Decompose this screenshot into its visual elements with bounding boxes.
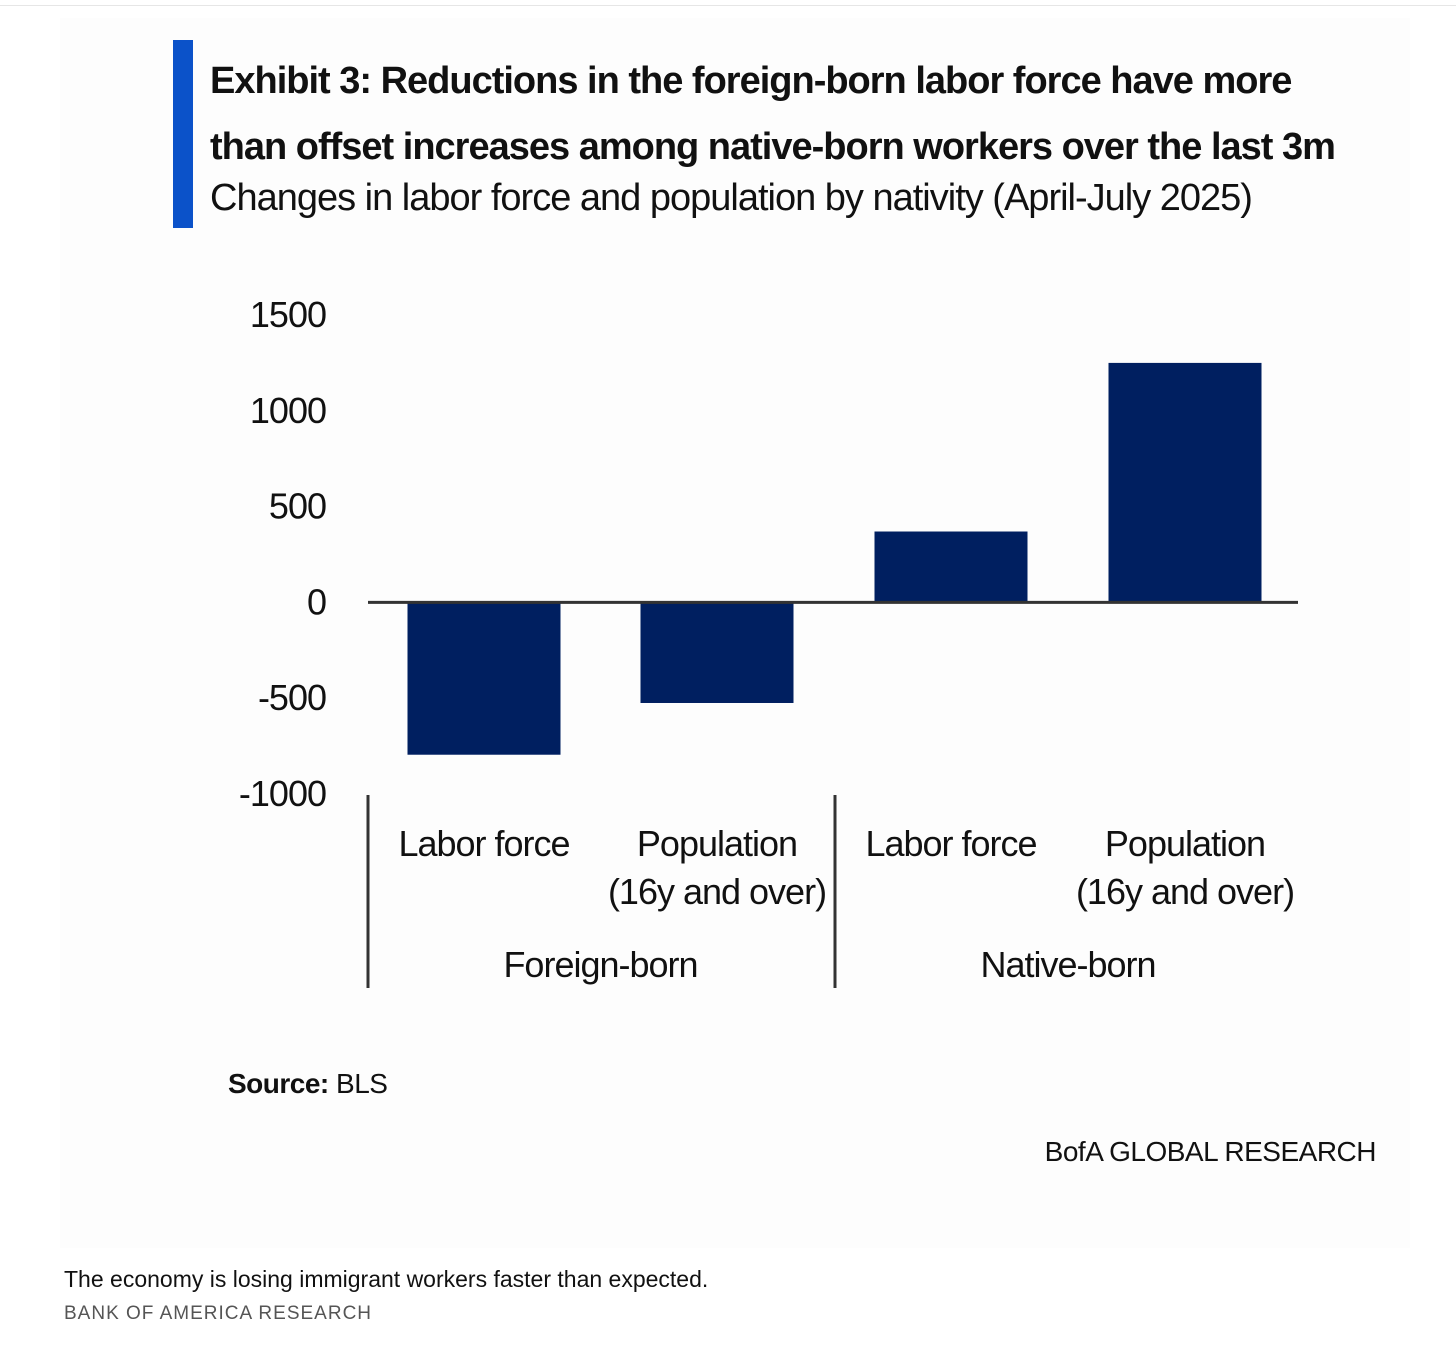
y-tick-label: -500 — [258, 677, 326, 718]
bar — [407, 602, 561, 755]
exhibit-title-line-1: Exhibit 3: Reductions in the foreign-bor… — [210, 60, 1292, 102]
group-label: Native-born — [980, 944, 1155, 985]
exhibit-title: Exhibit 3: Reductions in the foreign-bor… — [210, 48, 1410, 180]
category-label: (16y and over) — [608, 871, 826, 912]
exhibit-title-line-2: than offset increases among native-born … — [210, 126, 1336, 168]
category-label: Labor force — [398, 823, 569, 864]
source-note: Source: BLS — [228, 1068, 388, 1100]
category-label: Population — [1105, 823, 1265, 864]
bar-chart: 1500 1000 500 0 -500 -1000 Labor force Populati… — [239, 294, 1298, 988]
title-accent-bar — [173, 40, 193, 228]
category-label: (16y and over) — [1076, 871, 1294, 912]
y-tick-label: 1000 — [250, 390, 326, 431]
source-value: BLS — [336, 1068, 388, 1099]
category-label: Labor force — [865, 823, 1036, 864]
bar — [1108, 362, 1262, 603]
y-tick-label: 0 — [307, 581, 326, 622]
group-label: Foreign-born — [503, 944, 697, 985]
figure-caption: The economy is losing immigrant workers … — [64, 1266, 709, 1292]
exhibit-subtitle: Changes in labor force and population by… — [210, 177, 1253, 219]
bar — [640, 602, 794, 703]
source-label: Source: — [228, 1068, 329, 1099]
y-tick-label: 1500 — [250, 294, 326, 335]
brand-label: BofA GLOBAL RESEARCH — [1044, 1136, 1377, 1167]
figure-credit: BANK OF AMERICA RESEARCH — [64, 1303, 373, 1324]
bar — [874, 531, 1028, 603]
category-label: Population — [637, 823, 797, 864]
y-tick-label: 500 — [269, 486, 326, 527]
y-tick-label: -1000 — [239, 773, 326, 814]
top-divider — [0, 5, 1456, 6]
